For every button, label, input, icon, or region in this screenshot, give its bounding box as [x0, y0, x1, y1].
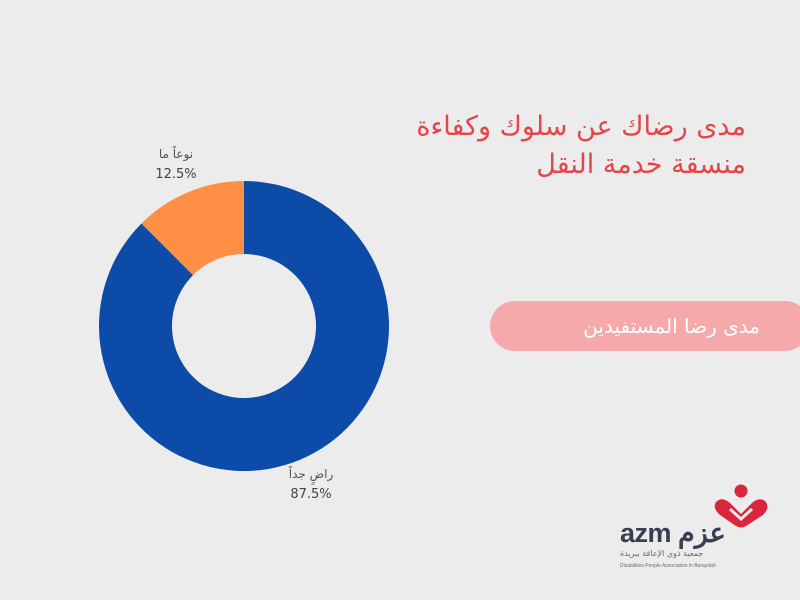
slice-label-1: راضٍ جداً: [288, 465, 333, 485]
chart-title: مدى رضاك عن سلوك وكفاءة منسقة خدمة النقل: [380, 108, 746, 184]
chart-title-line2: منسقة خدمة النقل: [536, 149, 746, 180]
logo-english-subtitle: Disabilities People Association in Buray…: [620, 563, 716, 569]
slice-label-2: نوعاً ما: [159, 145, 193, 162]
logo-arabic-subtitle: جمعية ذوي الإعاقة ببريدة: [620, 549, 704, 558]
section-label-pill: مدى رضا المستفيدين: [490, 301, 800, 351]
logo-wordmark: azm عزم: [620, 518, 726, 548]
azm-logo: azm عزم جمعية ذوي الإعاقة ببريدة Disabil…: [612, 480, 772, 580]
donut-slice-2: [141, 181, 244, 276]
chart-title-line1: مدى رضاك عن سلوك وكفاءة: [416, 111, 746, 142]
slice-value-1: 87.5%: [290, 487, 331, 502]
heart-logo-icon: [714, 484, 768, 528]
slice-value-2: 12.5%: [155, 167, 196, 182]
section-label: مدى رضا المستفيدين: [583, 314, 760, 338]
